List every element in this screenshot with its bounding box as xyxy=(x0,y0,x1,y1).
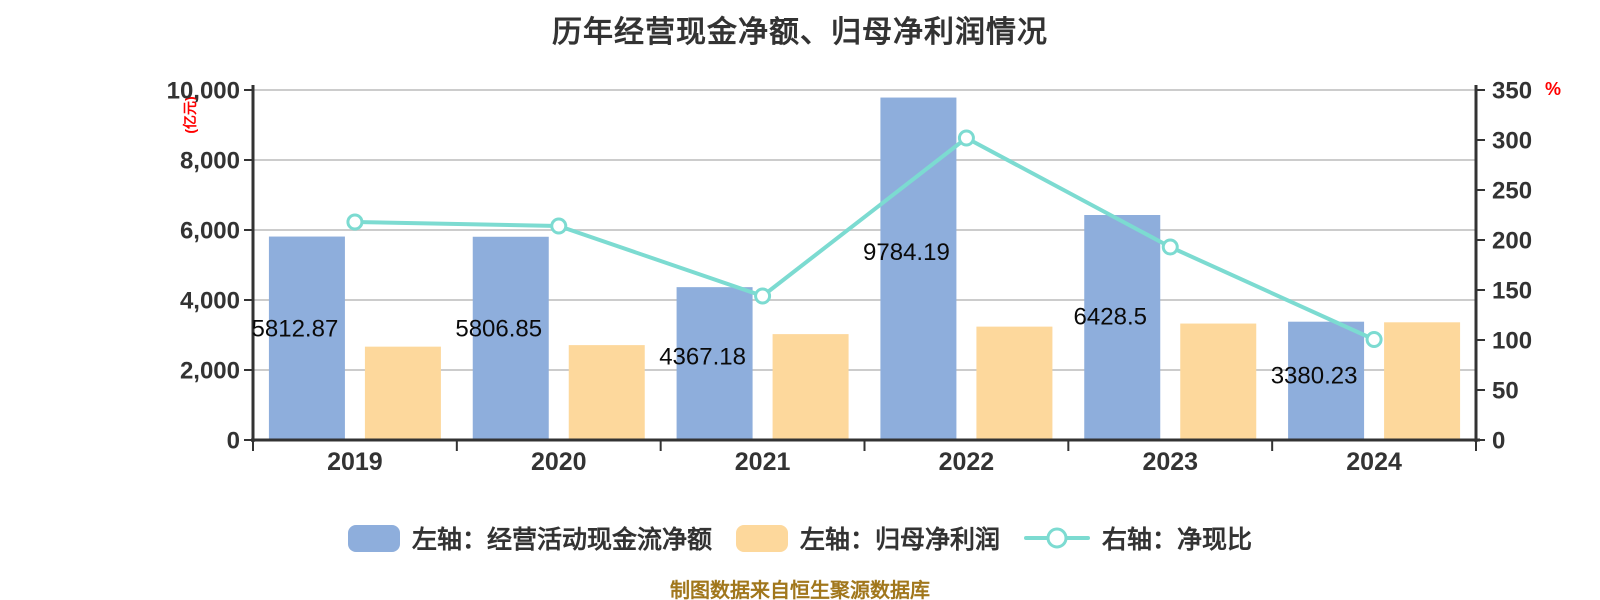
x-axis-label-2024: 2024 xyxy=(1346,448,1402,476)
bar-net-profit-2023 xyxy=(1180,323,1257,440)
x-axis-label-2023: 2023 xyxy=(1142,448,1198,476)
legend-item-operating-cash: 左轴：经营活动现金流净额 xyxy=(347,520,712,556)
legend-label-net-profit: 左轴：归母净利润 xyxy=(799,526,1000,554)
bar-net-profit-2024 xyxy=(1384,322,1461,440)
net-cash-ratio-point-2023 xyxy=(1161,238,1179,256)
right-axis-tick-label: 150 xyxy=(1492,277,1532,304)
right-axis-tick-label: 0 xyxy=(1492,427,1505,454)
bar-value-label-2019: 5812.87 xyxy=(252,316,339,343)
bar-net-profit-2021 xyxy=(772,334,849,440)
left-axis-tick-label: 10,000 xyxy=(167,77,240,104)
left-axis-tick-label: 0 xyxy=(227,427,240,454)
net-cash-ratio-point-2021 xyxy=(754,287,772,305)
right-axis-tick-label: 300 xyxy=(1492,127,1532,154)
bar-value-label-2022: 9784.19 xyxy=(863,239,950,266)
x-axis-label-2020: 2020 xyxy=(531,448,587,476)
left-axis-tick-label: 8,000 xyxy=(180,147,240,174)
right-axis-tick-label: 200 xyxy=(1492,227,1532,254)
bar-value-label-2020: 5806.85 xyxy=(455,316,542,343)
legend-dot xyxy=(1046,527,1068,549)
legend-swatch-operating-cash-icon xyxy=(347,524,400,552)
legend-line-dot-icon xyxy=(1024,523,1090,553)
bar-operating-cash-2021 xyxy=(676,287,753,440)
bar-net-profit-2019 xyxy=(364,346,441,440)
bar-operating-cash-2022 xyxy=(880,97,957,441)
bar-value-label-2021: 4367.18 xyxy=(659,343,746,370)
legend-label-net-cash-ratio: 右轴：净现比 xyxy=(1102,526,1253,554)
net-cash-ratio-point-2020 xyxy=(550,217,568,235)
legend-label-operating-cash: 左轴：经营活动现金流净额 xyxy=(411,526,712,554)
bar-operating-cash-2019 xyxy=(268,236,345,440)
legend-item-net-profit: 左轴：归母净利润 xyxy=(735,520,1000,556)
right-axis-tick-label: 50 xyxy=(1492,377,1519,404)
legend-item-net-cash-ratio: 右轴：净现比 xyxy=(1024,520,1252,556)
net-cash-ratio-point-2024 xyxy=(1365,331,1383,348)
net-cash-ratio-point-2022 xyxy=(957,129,975,147)
bar-value-label-2023: 6428.5 xyxy=(1074,304,1147,331)
bar-value-label-2024: 3380.23 xyxy=(1271,362,1358,389)
right-axis-tick-label: 350 xyxy=(1492,77,1532,104)
bar-operating-cash-2023 xyxy=(1084,215,1161,440)
x-axis-label-2019: 2019 xyxy=(327,448,383,476)
data-source-caption: 制图数据来自恒生聚源数据库 xyxy=(670,580,930,600)
bar-net-profit-2022 xyxy=(976,326,1053,440)
bar-operating-cash-2020 xyxy=(472,236,549,440)
legend: 左轴：经营活动现金流净额 左轴：归母净利润 右轴：净现比 xyxy=(0,520,1600,556)
right-axis-tick-label: 100 xyxy=(1492,327,1532,354)
left-axis-tick-label: 2,000 xyxy=(180,357,240,384)
bar-net-profit-2020 xyxy=(568,345,645,440)
bar-operating-cash-2024 xyxy=(1288,321,1365,440)
x-axis-label-2022: 2022 xyxy=(939,448,995,476)
right-axis-unit-label: % xyxy=(1545,79,1562,99)
left-axis-tick-label: 4,000 xyxy=(180,287,240,314)
x-axis-label-2021: 2021 xyxy=(735,448,791,476)
left-axis-tick-label: 6,000 xyxy=(180,217,240,244)
chart-title: 历年经营现金净额、归母净利润情况 xyxy=(552,16,1048,49)
net-cash-ratio-line xyxy=(354,136,1375,342)
legend-swatch-net-profit-icon xyxy=(735,524,788,552)
right-axis-tick-label: 250 xyxy=(1492,177,1532,204)
net-cash-ratio-point-2019 xyxy=(346,213,364,231)
